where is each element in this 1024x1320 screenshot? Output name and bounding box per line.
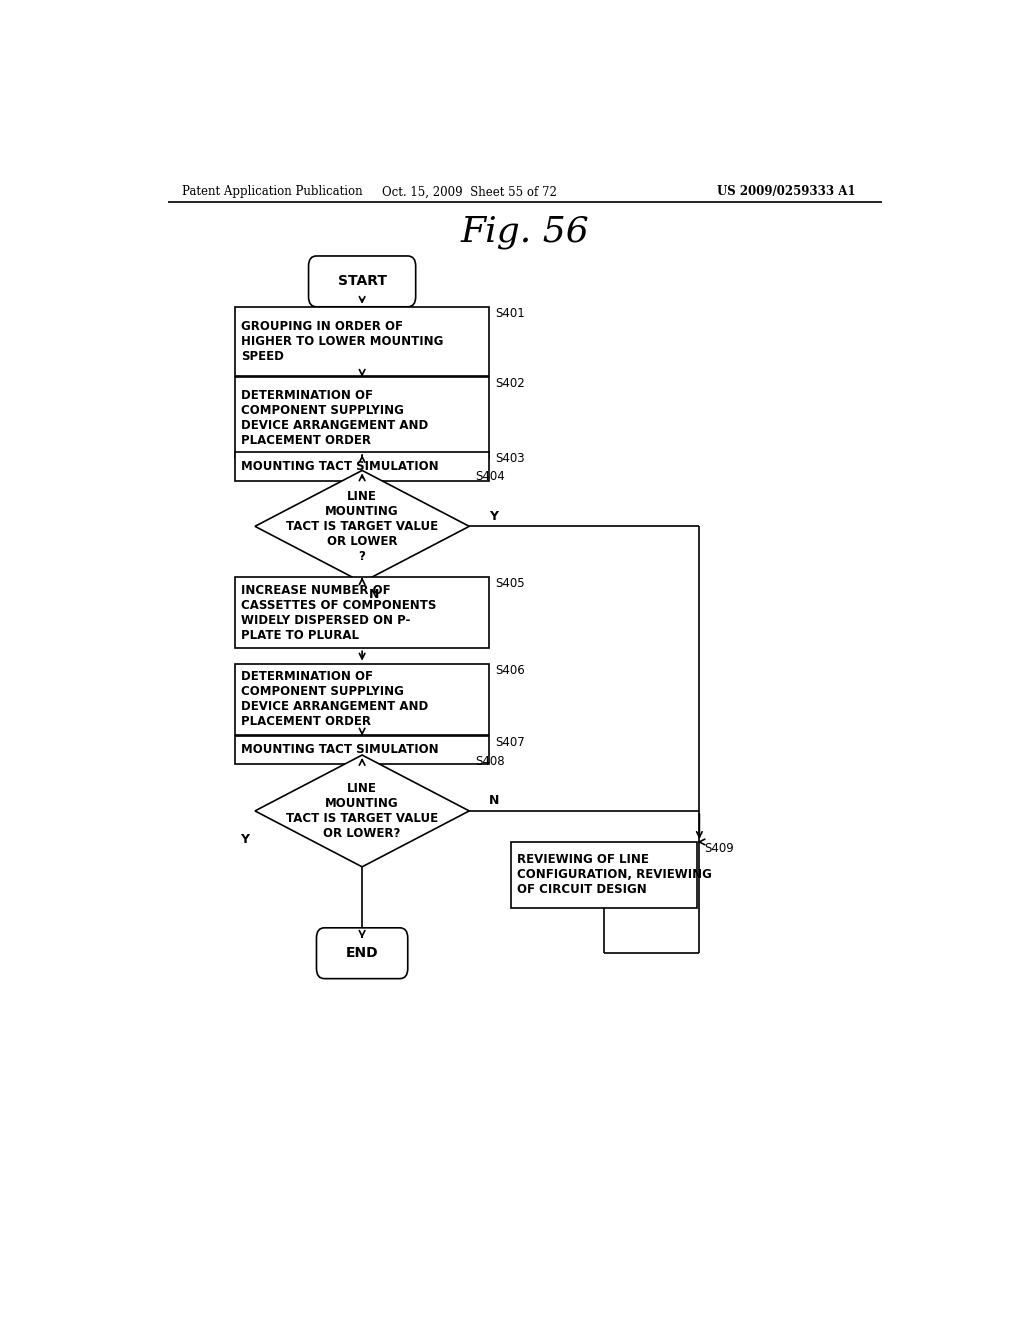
- Text: Fig. 56: Fig. 56: [461, 215, 589, 248]
- Text: S408: S408: [475, 755, 505, 768]
- Text: LINE
MOUNTING
TACT IS TARGET VALUE
OR LOWER
?: LINE MOUNTING TACT IS TARGET VALUE OR LO…: [286, 490, 438, 562]
- FancyBboxPatch shape: [236, 306, 489, 376]
- FancyBboxPatch shape: [308, 256, 416, 306]
- Text: Y: Y: [489, 510, 498, 523]
- Text: GROUPING IN ORDER OF
HIGHER TO LOWER MOUNTING
SPEED: GROUPING IN ORDER OF HIGHER TO LOWER MOU…: [242, 319, 443, 363]
- FancyBboxPatch shape: [236, 378, 489, 458]
- Text: MOUNTING TACT SIMULATION: MOUNTING TACT SIMULATION: [242, 743, 439, 756]
- Text: S405: S405: [496, 577, 525, 590]
- Text: MOUNTING TACT SIMULATION: MOUNTING TACT SIMULATION: [242, 459, 439, 473]
- Text: END: END: [346, 946, 379, 960]
- Text: US 2009/0259333 A1: US 2009/0259333 A1: [718, 185, 856, 198]
- Polygon shape: [255, 755, 469, 867]
- Text: Y: Y: [240, 833, 249, 846]
- FancyBboxPatch shape: [236, 453, 489, 480]
- Text: INCREASE NUMBER OF
CASSETTES OF COMPONENTS
WIDELY DISPERSED ON P-
PLATE TO PLURA: INCREASE NUMBER OF CASSETTES OF COMPONEN…: [242, 583, 437, 642]
- Text: S406: S406: [496, 664, 525, 677]
- Text: LINE
MOUNTING
TACT IS TARGET VALUE
OR LOWER?: LINE MOUNTING TACT IS TARGET VALUE OR LO…: [286, 781, 438, 840]
- Text: S401: S401: [496, 306, 525, 319]
- Text: DETERMINATION OF
COMPONENT SUPPLYING
DEVICE ARRANGEMENT AND
PLACEMENT ORDER: DETERMINATION OF COMPONENT SUPPLYING DEV…: [242, 671, 429, 729]
- Text: S404: S404: [475, 470, 506, 483]
- Text: START: START: [338, 275, 387, 288]
- Text: Patent Application Publication: Patent Application Publication: [182, 185, 362, 198]
- FancyBboxPatch shape: [511, 842, 697, 908]
- FancyBboxPatch shape: [236, 577, 489, 648]
- Text: REVIEWING OF LINE
CONFIGURATION, REVIEWING
OF CIRCUIT DESIGN: REVIEWING OF LINE CONFIGURATION, REVIEWI…: [517, 854, 712, 896]
- FancyBboxPatch shape: [316, 928, 408, 978]
- FancyBboxPatch shape: [236, 735, 489, 764]
- Text: S407: S407: [496, 735, 525, 748]
- Text: DETERMINATION OF
COMPONENT SUPPLYING
DEVICE ARRANGEMENT AND
PLACEMENT ORDER: DETERMINATION OF COMPONENT SUPPLYING DEV…: [242, 388, 429, 446]
- Text: N: N: [489, 795, 500, 808]
- Text: S403: S403: [496, 453, 525, 465]
- Text: S409: S409: [703, 842, 733, 855]
- Polygon shape: [255, 470, 469, 582]
- Text: S402: S402: [496, 378, 525, 389]
- Text: N: N: [369, 587, 379, 601]
- Text: Oct. 15, 2009  Sheet 55 of 72: Oct. 15, 2009 Sheet 55 of 72: [382, 185, 557, 198]
- FancyBboxPatch shape: [236, 664, 489, 735]
